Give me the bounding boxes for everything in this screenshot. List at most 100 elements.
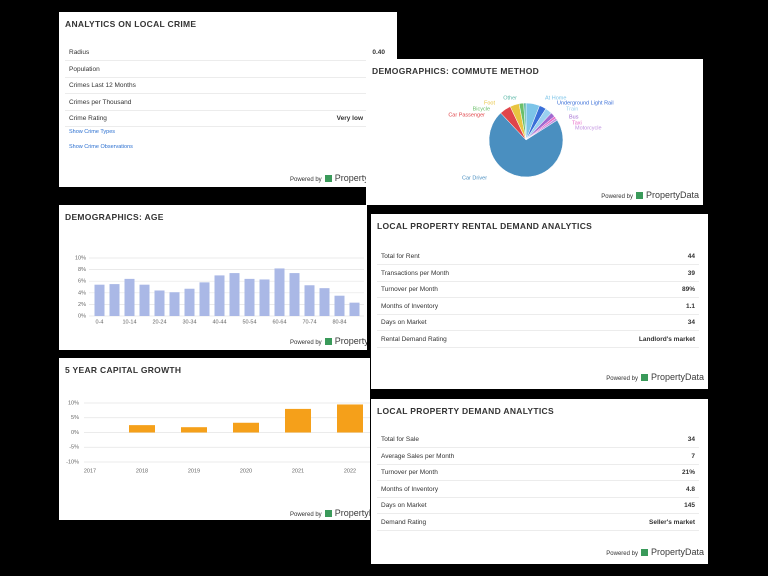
- table-row: Demand Rating Seller's market: [377, 514, 699, 531]
- row-value: 89%: [681, 286, 695, 293]
- y-tick-label: 0%: [71, 430, 79, 436]
- y-tick-label: 10%: [68, 400, 79, 406]
- bar: [181, 427, 207, 433]
- pie-slice: [523, 102, 527, 141]
- x-tick-label: 80-84: [332, 319, 346, 325]
- x-tick-label: 2019: [188, 468, 200, 474]
- bar: [169, 292, 180, 316]
- row-value: 1.1: [685, 302, 695, 310]
- bar: [304, 285, 315, 316]
- slice-label: Bicycle: [473, 106, 490, 112]
- bar: [154, 290, 165, 316]
- brand: PropertyData: [334, 508, 370, 518]
- bar-chart: -10% -5% 0% 5% 10% 2017 2018 2019 2020 2021 2022: [66, 400, 370, 474]
- x-tick-label: 2022: [344, 468, 356, 474]
- powered-by: Powered by: [606, 551, 638, 557]
- bar: [244, 278, 255, 316]
- row-label: Months of Inventory: [381, 302, 439, 310]
- panel-title: 5 YEAR CAPITAL GROWTH: [65, 365, 182, 375]
- powered-by: Powered by: [290, 512, 322, 518]
- row-label: Days on Market: [381, 502, 427, 509]
- table-row: Days on Market 145: [377, 497, 699, 514]
- bar: [233, 422, 259, 433]
- link[interactable]: Show Crime Types: [69, 128, 116, 135]
- slice-label: Motorcycle: [575, 125, 602, 131]
- table-row: Months of Inventory 1.1: [377, 298, 699, 315]
- x-tick-label: 0-4: [96, 319, 104, 325]
- table-row: Transactions per Month 39: [377, 265, 699, 282]
- row-label: Transactions per Month: [381, 269, 450, 277]
- row-label: Crime Rating: [69, 115, 107, 122]
- row-label: Demand Rating: [381, 518, 427, 526]
- link[interactable]: Show Crime Observations: [69, 143, 133, 150]
- panel-title: LOCAL PROPERTY DEMAND ANALYTICS: [377, 406, 554, 416]
- table-row: Turnover per Month 21%: [377, 464, 699, 481]
- y-tick-label: 8%: [78, 267, 86, 273]
- bar: [337, 404, 363, 433]
- bar: [139, 284, 150, 316]
- table-row: Days on Market 34: [377, 314, 699, 331]
- logo-icon: [324, 338, 332, 345]
- bar: [199, 282, 210, 316]
- slice-label: Car Driver: [462, 175, 487, 181]
- logo-icon: [640, 374, 648, 381]
- powered-by: Powered by: [601, 194, 633, 200]
- slice-label: Other: [503, 95, 517, 101]
- bar: [349, 302, 360, 316]
- y-tick-label: 6%: [78, 279, 86, 285]
- growth-panel: 5 YEAR CAPITAL GROWTH -10% -5% 0% 5% 10% 2017 2…: [59, 358, 370, 520]
- commute-panel: DEMOGRAPHICS: COMMUTE METHOD At Home Under…: [366, 59, 703, 205]
- x-tick-label: 50-54: [242, 319, 256, 325]
- x-tick-label: 40-44: [212, 319, 226, 325]
- rental-panel: LOCAL PROPERTY RENTAL DEMAND ANALYTICS To…: [371, 214, 708, 389]
- slice-label: Underground Light Rail: [557, 100, 614, 106]
- y-tick-label: -10%: [66, 459, 79, 465]
- bar: [259, 279, 270, 316]
- x-tick-label: 10-14: [122, 319, 136, 325]
- row-value: Very low: [336, 115, 363, 122]
- table-row: Total for Sale 34: [377, 431, 699, 448]
- bar: [124, 278, 135, 316]
- brand: PropertyData: [645, 190, 699, 200]
- table-row: Population: [65, 61, 389, 78]
- table-row: Crimes per Thousand: [65, 94, 389, 111]
- y-tick-label: 4%: [78, 290, 86, 296]
- table-row: Crime Rating Very low: [65, 110, 389, 127]
- bar: [334, 295, 345, 316]
- row-value: Seller's market: [649, 518, 695, 526]
- bar: [289, 273, 300, 316]
- footer: Powered by PropertyData: [290, 508, 370, 518]
- bar: [319, 288, 330, 316]
- brand: PropertyData: [334, 336, 367, 346]
- y-tick-label: 2%: [78, 302, 86, 308]
- table-row: Total for Rent 44: [377, 248, 699, 265]
- x-tick-label: 2018: [136, 468, 148, 474]
- powered-by: Powered by: [290, 177, 322, 183]
- row-value: 7: [691, 452, 695, 460]
- bar: [274, 268, 285, 316]
- x-tick-label: 30-34: [182, 319, 196, 325]
- row-label: Months of Inventory: [381, 485, 439, 493]
- table-row: Average Sales per Month 7: [377, 448, 699, 465]
- slice-label: Foot: [484, 100, 495, 106]
- row-value: 34: [687, 319, 695, 326]
- row-label: Turnover per Month: [381, 469, 438, 476]
- row-label: Rental Demand Rating: [381, 335, 447, 343]
- row-value: 44: [687, 253, 695, 260]
- row-value: 21%: [681, 469, 695, 476]
- powered-by: Powered by: [606, 376, 638, 382]
- x-tick-label: 70-74: [302, 319, 316, 325]
- row-label: Days on Market: [381, 319, 427, 326]
- brand: PropertyData: [334, 173, 388, 183]
- footer: Powered by PropertyData: [606, 372, 704, 382]
- row-value: 4.8: [685, 485, 695, 493]
- row-label: Total for Rent: [381, 253, 420, 260]
- y-tick-label: 10%: [75, 255, 86, 261]
- y-tick-label: 5%: [71, 415, 79, 421]
- row-label: Average Sales per Month: [381, 452, 455, 460]
- slice-label: At Home: [545, 95, 566, 101]
- row-value: 39: [687, 269, 695, 277]
- x-tick-label: 60-64: [272, 319, 286, 325]
